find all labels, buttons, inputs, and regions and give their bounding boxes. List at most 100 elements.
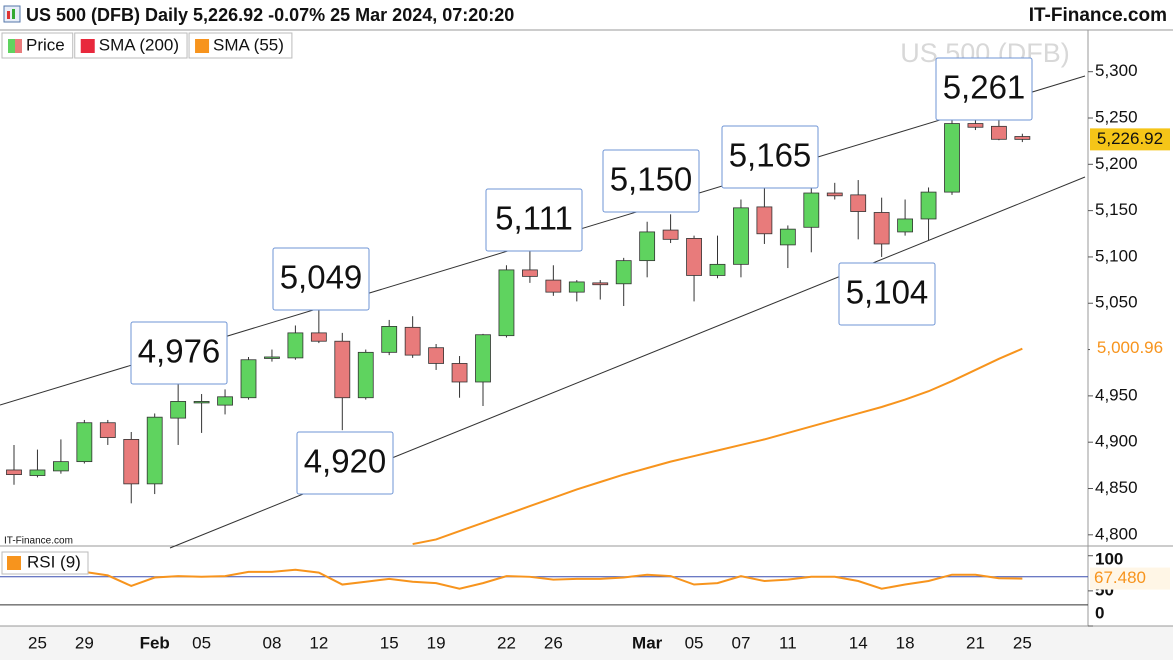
annotation-box — [838, 262, 936, 326]
candle-body — [826, 192, 843, 197]
candle-body — [897, 218, 913, 233]
x-tick-label: 08 — [262, 633, 281, 652]
candle-body — [850, 194, 867, 212]
candle-body — [592, 282, 609, 286]
y-tick-label: 5,100 — [1095, 246, 1138, 265]
annotation-box — [272, 247, 370, 311]
y-tick-label: 5,300 — [1095, 61, 1138, 80]
candle-body — [217, 396, 233, 406]
x-tick-label: 11 — [779, 633, 797, 652]
annotation: 5,049 — [280, 259, 363, 296]
candle-body — [6, 469, 22, 476]
candle-body — [451, 363, 468, 383]
x-tick-label: 15 — [380, 633, 399, 652]
candle-body — [733, 207, 749, 265]
x-tick-label: 21 — [966, 633, 985, 652]
candle-body — [264, 356, 280, 359]
candle-body — [357, 351, 374, 399]
candle-body — [920, 191, 937, 220]
legend-box — [1, 551, 89, 575]
x-tick-label: Feb — [140, 633, 170, 652]
rsi-label-box — [1090, 567, 1170, 590]
candle-body — [967, 123, 984, 128]
candle-body — [123, 439, 140, 485]
annotation: 5,150 — [610, 161, 693, 198]
annotation-box — [602, 149, 700, 213]
legend-swatch — [195, 39, 210, 53]
annotation: 4,976 — [138, 333, 221, 370]
candle-body — [803, 192, 820, 228]
candle-body — [498, 269, 515, 337]
annotation: 5,261 — [943, 69, 1026, 106]
annotation-box — [130, 321, 228, 385]
x-tick-label: 22 — [497, 633, 516, 652]
legend-swatch — [8, 39, 15, 53]
y-tick-label: 4,800 — [1095, 524, 1138, 543]
candle-body — [170, 401, 187, 419]
candle-body — [686, 238, 702, 276]
candle-body — [1014, 136, 1031, 140]
x-tick-label: 25 — [1013, 633, 1032, 652]
candle-body — [53, 461, 69, 472]
legend-swatch — [80, 39, 95, 53]
x-tick-label: 26 — [544, 633, 563, 652]
candle-body — [756, 206, 773, 235]
series-line — [412, 347, 1023, 545]
legend-box — [188, 32, 293, 59]
annotation-box — [485, 188, 583, 252]
candle-body — [29, 469, 46, 476]
x-tick-label: 19 — [427, 633, 446, 652]
candle-body — [615, 260, 632, 285]
y-tick-label: 4,950 — [1095, 385, 1138, 404]
x-tick-label: 18 — [896, 633, 915, 652]
candle-body — [76, 422, 93, 463]
rsi-label: 67.480 — [1094, 568, 1146, 587]
credit: IT-Finance.com — [4, 536, 73, 547]
legend-box — [1, 32, 74, 59]
candle-body — [779, 228, 796, 246]
candle-body — [475, 334, 491, 383]
last-price-box — [1090, 128, 1170, 151]
candle-body — [545, 279, 562, 293]
date-axis-bg — [0, 626, 1173, 660]
source: IT-Finance.com — [1029, 5, 1167, 26]
candle-body — [522, 269, 538, 277]
annotation-box — [935, 57, 1033, 121]
x-tick-label: Mar — [632, 633, 663, 652]
x-tick-label: 05 — [685, 633, 704, 652]
overlay: 5,3005,2505,2005,1505,1005,0505,0004,950… — [1, 32, 1170, 652]
y-tick-label: 5,250 — [1095, 107, 1138, 126]
candle-body — [662, 229, 679, 240]
candle-body — [193, 401, 210, 404]
legend-label: Price — [26, 35, 65, 54]
annotation: 5,104 — [846, 274, 929, 311]
legend-swatch — [7, 556, 21, 570]
candle-body — [310, 332, 327, 342]
rsi-pane — [0, 568, 1088, 606]
header-icon — [3, 5, 21, 23]
annotation-box — [721, 125, 819, 189]
candle-body — [334, 340, 351, 399]
sma-label-box — [1090, 337, 1170, 360]
x-tick-label: 25 — [28, 633, 47, 652]
y-tick-label: 100 — [1095, 549, 1123, 568]
legend-item: SMA (200) — [74, 32, 188, 59]
x-tick-label: 14 — [849, 633, 868, 652]
legend-label: SMA (55) — [213, 35, 284, 54]
candle-body — [428, 347, 445, 364]
x-tick-label: 07 — [731, 633, 750, 652]
x-tick-label: 05 — [192, 633, 211, 652]
candle-body — [873, 212, 890, 245]
candle-body — [99, 422, 116, 438]
chart-title: US 500 (DFB) Daily 5,226.92 -0.07% 25 Ma… — [26, 5, 514, 25]
price-pane — [6, 109, 1031, 545]
y-tick-label: 5,150 — [1095, 200, 1138, 219]
y-tick-label: 0 — [1095, 603, 1104, 622]
candle-body — [568, 281, 585, 293]
legend-label: RSI (9) — [27, 552, 81, 571]
legend-box — [74, 32, 188, 59]
candle-body — [240, 359, 257, 399]
sma-label: 5,000.96 — [1097, 338, 1163, 357]
